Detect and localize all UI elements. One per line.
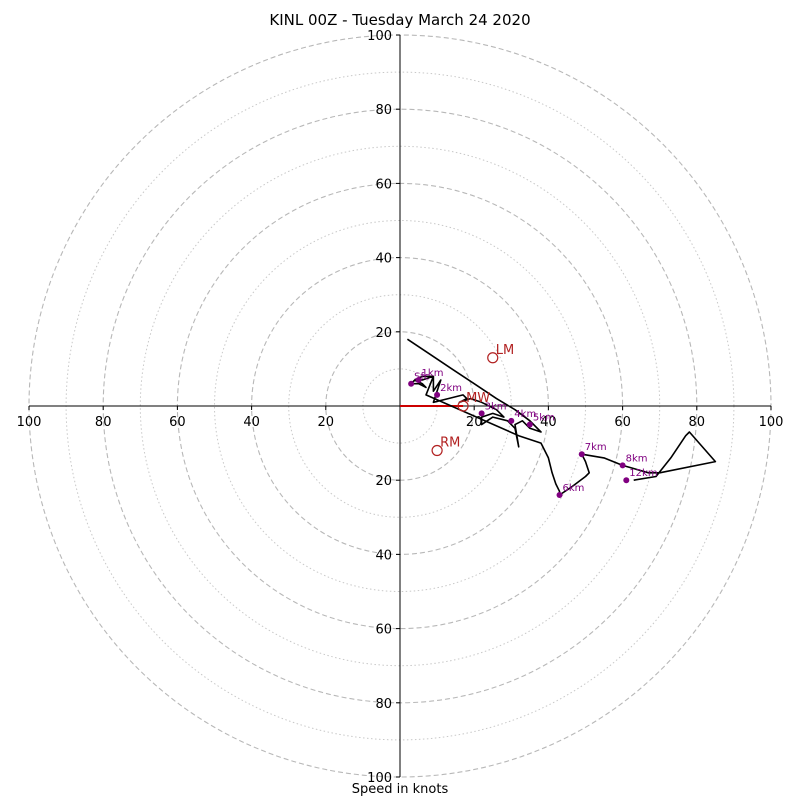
height-marker-point	[408, 380, 415, 387]
x-tick-label: 100	[759, 415, 784, 430]
height-marker-point	[415, 377, 422, 384]
y-tick-label: 60	[375, 623, 392, 638]
y-tick-label: 40	[375, 252, 392, 267]
x-tick-label: 80	[689, 415, 706, 430]
x-tick-label: 60	[169, 415, 186, 430]
height-marker-point	[556, 492, 563, 499]
height-marker-label: 1km	[422, 368, 444, 379]
height-marker-label: 12km	[629, 468, 657, 479]
height-marker-label: 2km	[440, 383, 462, 394]
x-tick-label: 80	[95, 415, 112, 430]
y-tick-label: 100	[367, 771, 392, 786]
storm-motion-marker	[431, 444, 443, 457]
x-tick-label: 40	[540, 415, 557, 430]
height-marker-label: Sfc	[414, 372, 429, 383]
y-tick-label: 80	[375, 103, 392, 118]
storm-motion-label: LM	[496, 343, 514, 358]
hodograph-trace	[406, 338, 717, 496]
height-marker-point	[508, 417, 515, 424]
height-marker-point	[434, 391, 441, 398]
storm-motion-marker	[457, 400, 469, 412]
height-marker-label: 3km	[485, 401, 507, 412]
storm-motion-label: RM	[440, 436, 460, 451]
y-tick-label: 100	[367, 29, 392, 44]
y-tick-label: 20	[375, 326, 392, 341]
height-marker-point	[619, 462, 626, 469]
height-marker-point	[578, 451, 585, 458]
y-tick-label: 80	[375, 697, 392, 712]
x-tick-label: 20	[318, 415, 335, 430]
height-marker-point	[478, 410, 485, 417]
y-tick-label: 40	[375, 548, 392, 563]
storm-motion-marker	[487, 352, 499, 364]
x-tick-label: 60	[614, 415, 631, 430]
storm-motion-label: MW	[466, 391, 490, 406]
y-tick-label: 20	[375, 474, 392, 489]
height-marker-label: 5km	[533, 413, 555, 424]
chart-title: KINL 00Z - Tuesday March 24 2020	[269, 11, 531, 29]
x-tick-label: 100	[17, 415, 42, 430]
height-marker-label: 4km	[514, 409, 536, 420]
y-tick-label: 60	[375, 177, 392, 192]
height-marker-label: 6km	[563, 483, 585, 494]
height-marker-point	[526, 421, 533, 428]
x-axis-label: Speed in knots	[351, 782, 449, 797]
height-marker-point	[623, 477, 630, 484]
height-marker-label: 8km	[626, 453, 648, 464]
x-tick-label: 40	[243, 415, 260, 430]
height-marker-label: 7km	[585, 442, 607, 453]
x-tick-label: 20	[466, 415, 483, 430]
